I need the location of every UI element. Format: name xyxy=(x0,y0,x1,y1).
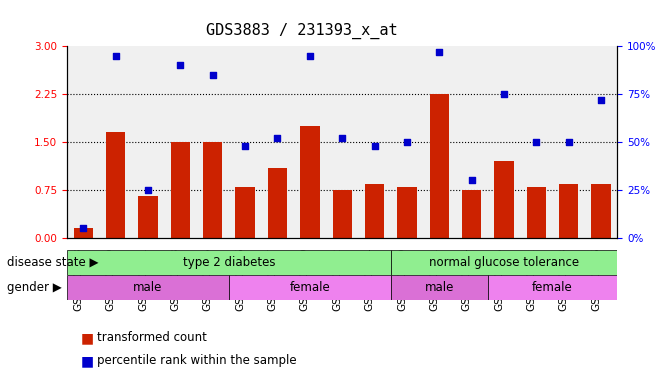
Bar xyxy=(300,126,319,238)
Point xyxy=(499,91,509,97)
Bar xyxy=(74,228,93,238)
Bar xyxy=(397,187,417,238)
Bar xyxy=(106,132,125,238)
Bar xyxy=(138,197,158,238)
Text: GDS3883 / 231393_x_at: GDS3883 / 231393_x_at xyxy=(206,23,398,39)
Point xyxy=(564,139,574,145)
Text: male: male xyxy=(134,281,162,293)
Point xyxy=(596,97,607,103)
Text: percentile rank within the sample: percentile rank within the sample xyxy=(97,354,297,367)
Point xyxy=(207,72,218,78)
FancyBboxPatch shape xyxy=(391,250,617,275)
FancyBboxPatch shape xyxy=(391,275,488,300)
Bar xyxy=(495,161,514,238)
FancyBboxPatch shape xyxy=(488,275,617,300)
Bar xyxy=(462,190,481,238)
Text: gender ▶: gender ▶ xyxy=(7,281,62,294)
Text: ■: ■ xyxy=(81,354,94,368)
Bar xyxy=(203,142,223,238)
Bar xyxy=(591,184,611,238)
Bar xyxy=(236,187,255,238)
Point xyxy=(401,139,412,145)
Point xyxy=(434,49,445,55)
Point xyxy=(305,53,315,59)
Bar xyxy=(429,94,449,238)
Bar xyxy=(333,190,352,238)
Text: female: female xyxy=(289,281,330,293)
Text: disease state ▶: disease state ▶ xyxy=(7,256,98,269)
Point xyxy=(110,53,121,59)
Text: transformed count: transformed count xyxy=(97,331,207,344)
Bar xyxy=(527,187,546,238)
Bar xyxy=(170,142,190,238)
Point xyxy=(175,62,186,68)
Point xyxy=(143,187,154,193)
Point xyxy=(337,135,348,141)
FancyBboxPatch shape xyxy=(67,250,391,275)
Text: type 2 diabetes: type 2 diabetes xyxy=(183,256,275,268)
Point xyxy=(272,135,283,141)
Bar xyxy=(365,184,384,238)
FancyBboxPatch shape xyxy=(229,275,391,300)
Text: female: female xyxy=(532,281,573,293)
Text: male: male xyxy=(425,281,454,293)
Bar xyxy=(559,184,578,238)
Bar xyxy=(268,168,287,238)
Point xyxy=(240,143,250,149)
FancyBboxPatch shape xyxy=(67,275,229,300)
Point xyxy=(466,177,477,184)
Text: ■: ■ xyxy=(81,331,94,345)
Point xyxy=(78,225,89,232)
Point xyxy=(531,139,541,145)
Text: normal glucose tolerance: normal glucose tolerance xyxy=(429,256,579,268)
Point xyxy=(369,143,380,149)
